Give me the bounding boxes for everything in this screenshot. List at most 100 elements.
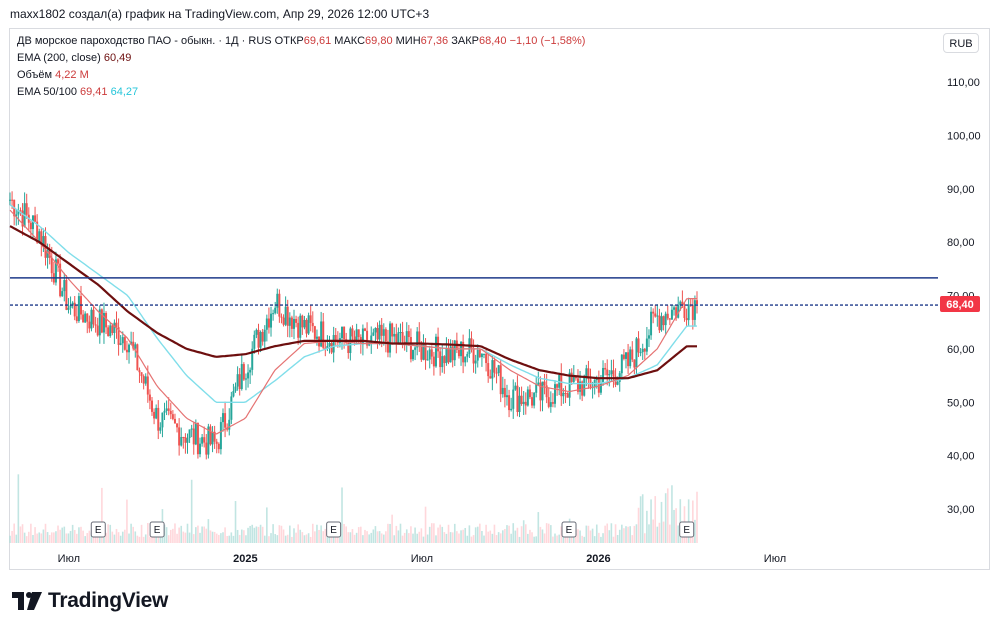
candle-body bbox=[128, 344, 131, 353]
volume-bar bbox=[554, 533, 556, 543]
volume-bar bbox=[499, 533, 502, 543]
candle-body bbox=[485, 353, 488, 364]
volume-bar bbox=[247, 527, 249, 543]
candle-body bbox=[608, 374, 611, 376]
earnings-marker[interactable] bbox=[90, 521, 106, 538]
candle-body bbox=[412, 349, 415, 360]
volume-bar bbox=[391, 514, 393, 543]
earnings-marker[interactable] bbox=[149, 521, 165, 538]
volume-bar bbox=[236, 529, 239, 543]
candle-body bbox=[295, 318, 298, 323]
volume-bar bbox=[583, 536, 586, 543]
candle-body bbox=[29, 222, 32, 230]
candle-body bbox=[215, 441, 218, 444]
volume-bar bbox=[433, 523, 435, 543]
candle-body bbox=[176, 423, 179, 428]
legend-ema50-100-row[interactable]: EMA 50/100 69,41 64,27 bbox=[17, 84, 585, 101]
volume-bar bbox=[147, 523, 149, 543]
candle-body bbox=[305, 319, 308, 334]
volume-bar bbox=[218, 534, 220, 543]
volume-bar bbox=[184, 532, 187, 543]
candle-body bbox=[301, 315, 304, 328]
volume-bar bbox=[658, 522, 661, 543]
volume-bar bbox=[466, 535, 469, 543]
candle-body bbox=[217, 443, 220, 450]
change-value: −1,10 (−1,58%) bbox=[509, 35, 586, 47]
candle-body bbox=[478, 349, 481, 358]
candle-body bbox=[313, 326, 316, 339]
candle-body bbox=[399, 332, 402, 334]
ema50-line[interactable] bbox=[9, 209, 697, 435]
x-tick-label: 2025 bbox=[233, 553, 257, 565]
volume-bar bbox=[368, 534, 370, 543]
candle-body bbox=[247, 372, 250, 379]
candle-body bbox=[288, 317, 291, 326]
volume-bar bbox=[581, 535, 583, 543]
candle-body bbox=[374, 328, 377, 333]
earnings-marker[interactable] bbox=[561, 521, 577, 538]
volume-bar bbox=[257, 526, 260, 543]
candle-body bbox=[307, 315, 310, 334]
volume-bar bbox=[441, 526, 444, 543]
candle-body bbox=[148, 394, 151, 401]
tradingview-logo[interactable]: TradingView bbox=[12, 588, 168, 614]
volume-bar bbox=[654, 496, 657, 543]
volume-bar bbox=[224, 527, 226, 543]
earnings-marker[interactable] bbox=[326, 521, 342, 538]
volume-bar bbox=[121, 531, 124, 543]
candle-body bbox=[635, 338, 638, 368]
volume-bar bbox=[278, 525, 281, 543]
legend-symbol-row: ДВ морское пароходство ПАО - обыкн. · 1Д… bbox=[17, 33, 585, 50]
y-tick-label: 30,00 bbox=[947, 504, 975, 516]
volume-bar bbox=[664, 493, 667, 543]
chart-attribution: maxx1802 создал(а) график на TradingView… bbox=[10, 7, 430, 21]
chart-frame bbox=[9, 28, 990, 570]
legend-ema200-row[interactable]: EMA (200, close) 60,49 bbox=[17, 50, 585, 67]
volume-bar bbox=[76, 533, 78, 543]
volume-bar bbox=[694, 519, 696, 543]
volume-bar bbox=[606, 523, 609, 543]
symbol-name[interactable]: ДВ морское пароходство ПАО - обыкн. · 1Д… bbox=[17, 35, 272, 47]
volume-bar bbox=[648, 524, 650, 543]
candle-body bbox=[556, 384, 559, 388]
volume-bar bbox=[311, 523, 314, 543]
currency-button[interactable]: RUB bbox=[943, 33, 979, 53]
earnings-marker[interactable] bbox=[679, 521, 695, 538]
candle-body bbox=[153, 411, 156, 419]
candle-body bbox=[691, 305, 694, 320]
candle-body bbox=[353, 336, 356, 343]
candle-body bbox=[240, 364, 243, 389]
volume-bar bbox=[105, 532, 107, 543]
candle-body bbox=[508, 395, 511, 411]
ema200-line[interactable] bbox=[9, 225, 697, 380]
volume-bar bbox=[167, 535, 170, 543]
ema100-line[interactable] bbox=[9, 204, 697, 403]
candle-body bbox=[188, 429, 191, 439]
volume-bar bbox=[111, 531, 114, 543]
candle-body bbox=[560, 374, 563, 397]
candle-body bbox=[102, 312, 105, 333]
volume-bar bbox=[456, 531, 458, 543]
volume-bar bbox=[385, 531, 387, 543]
volume-bar bbox=[107, 524, 109, 543]
volume-bar bbox=[222, 532, 224, 543]
candle-body bbox=[48, 250, 51, 258]
y-tick-label: 80,00 bbox=[947, 237, 975, 249]
volume-bar bbox=[341, 487, 343, 543]
candle-body bbox=[622, 354, 625, 359]
volume-bar bbox=[71, 524, 74, 543]
legend-volume-row[interactable]: Объём 4,22 M bbox=[17, 67, 585, 84]
candle-body bbox=[631, 349, 634, 360]
volume-bar bbox=[635, 524, 638, 543]
candle-body bbox=[31, 215, 34, 230]
volume-bar bbox=[669, 524, 671, 543]
volume-bar bbox=[314, 531, 316, 543]
volume-bar bbox=[696, 491, 698, 543]
candle-body bbox=[616, 381, 619, 385]
volume-bar bbox=[17, 474, 20, 543]
volume-bar bbox=[211, 531, 214, 543]
volume-bar bbox=[518, 536, 521, 543]
volume-bar bbox=[263, 535, 266, 543]
candle-body bbox=[474, 360, 477, 364]
